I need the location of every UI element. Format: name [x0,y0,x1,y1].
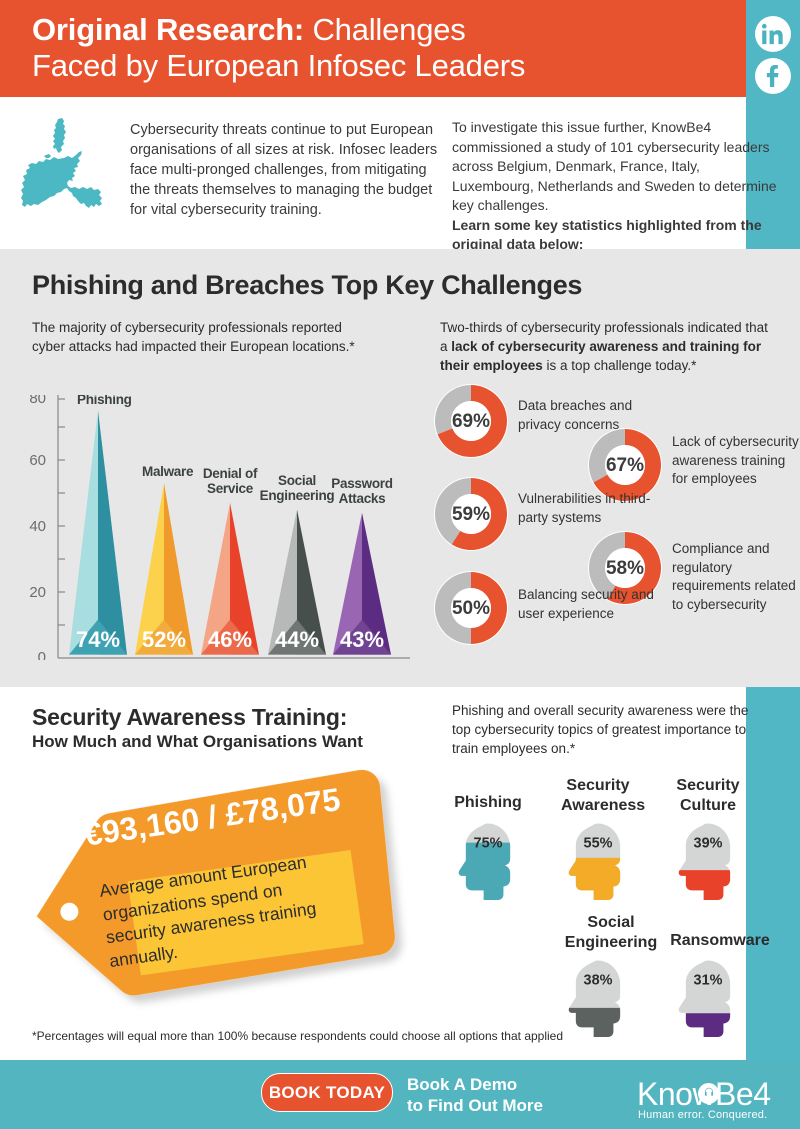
svg-text:52%: 52% [142,627,186,652]
svg-text:Denial of: Denial of [203,466,258,481]
svg-text:Attacks: Attacks [339,491,386,506]
svg-text:43%: 43% [340,627,384,652]
svg-text:38%: 38% [584,973,613,989]
svg-text:50%: 50% [452,598,490,619]
svg-text:Phishing: Phishing [77,395,132,407]
svg-text:59%: 59% [452,504,490,525]
svg-text:69%: 69% [452,411,490,432]
svg-text:58%: 58% [606,558,644,579]
svg-text:46%: 46% [208,627,252,652]
svg-text:Malware: Malware [142,464,194,479]
svg-text:Service: Service [207,481,254,496]
svg-text:74%: 74% [76,627,120,652]
svg-text:55%: 55% [584,836,613,852]
svg-text:44%: 44% [275,627,319,652]
svg-text:75%: 75% [474,836,503,852]
svg-text:31%: 31% [694,973,723,989]
svg-text:Engineering: Engineering [260,488,335,503]
svg-text:39%: 39% [694,836,723,852]
svg-text:67%: 67% [606,455,644,476]
svg-text:Social: Social [278,473,316,488]
svg-text:Password: Password [331,476,392,491]
